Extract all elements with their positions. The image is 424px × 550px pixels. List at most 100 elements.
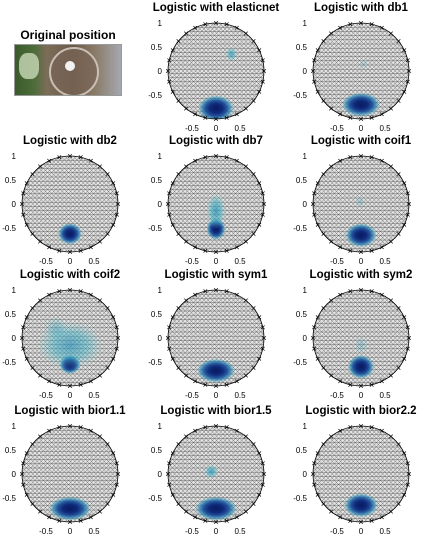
electrode-marker: [358, 249, 364, 255]
x-tick-label: 0: [359, 124, 364, 133]
electrode-marker: [165, 68, 171, 74]
electrode-marker: [312, 79, 317, 84]
electrode-marker: [379, 292, 384, 297]
electrode-marker: [97, 373, 102, 378]
electrode-marker: [30, 231, 35, 236]
x-tick-label: 0.5: [234, 527, 246, 536]
electrode-marker: [243, 298, 248, 303]
activation-blob: [196, 358, 236, 383]
x-tick-label: -0.5: [330, 257, 344, 266]
scalp-map-panel: Logistic with db1 -0.5 0 0.5 1 0.5 0 -0.5: [293, 2, 412, 133]
electrode-marker: [369, 382, 374, 387]
electrode-marker: [203, 289, 208, 294]
electrode-marker: [224, 248, 229, 253]
electrode-marker: [315, 451, 320, 456]
electrode-marker: [251, 306, 256, 311]
electrode-marker: [203, 155, 208, 160]
electrode-marker: [19, 471, 25, 477]
x-tick-label: -0.5: [330, 124, 344, 133]
electrode-marker: [396, 231, 401, 236]
electrode-marker: [406, 68, 412, 74]
y-tick-label: -0.5: [293, 224, 307, 233]
electrode-marker: [115, 201, 121, 207]
electrode-marker: [310, 335, 316, 341]
mesh-grid: [168, 23, 264, 119]
electrode-marker: [251, 231, 256, 236]
electrode-marker: [396, 365, 401, 370]
electrode-marker: [379, 379, 384, 384]
panel-title: Logistic with coif1: [311, 135, 412, 147]
electrode-marker: [114, 461, 119, 466]
electrode-marker: [312, 325, 317, 330]
electrode-marker: [170, 89, 175, 94]
electrode-marker: [203, 248, 208, 253]
panel-title: Logistic with coif2: [20, 269, 120, 281]
y-tick-label: 1: [158, 19, 163, 28]
electrode-marker: [251, 39, 256, 44]
electrode-marker: [67, 287, 73, 293]
electrode-marker: [176, 172, 181, 177]
electrode-marker: [379, 515, 384, 520]
electrode-marker: [405, 191, 410, 196]
x-tick-label: 0: [68, 257, 73, 266]
electrode-marker: [315, 492, 320, 497]
electrode-marker: [193, 158, 198, 163]
y-tick-label: 0: [303, 67, 308, 76]
electrode-marker: [57, 248, 62, 253]
electrode-marker: [38, 434, 43, 439]
electrode-marker: [243, 509, 248, 514]
electrode-marker: [243, 31, 248, 36]
electrode-marker: [47, 515, 52, 520]
electrode-marker: [203, 115, 208, 120]
activation-blob: [198, 95, 234, 119]
electrode-marker: [38, 509, 43, 514]
mesh-grid: [313, 426, 409, 522]
electrode-marker: [243, 373, 248, 378]
electrode-marker: [406, 335, 412, 341]
y-tick-label: 0: [158, 334, 163, 343]
activation-blob: [344, 493, 378, 518]
y-tick-label: -0.5: [2, 358, 16, 367]
electrode-marker: [310, 201, 316, 207]
scalp-background: [168, 290, 264, 386]
electrode-marker: [105, 501, 110, 506]
electrode-marker: [170, 181, 175, 186]
electrode-marker: [30, 501, 35, 506]
electrode-marker: [406, 471, 412, 477]
electrode-marker: [213, 287, 219, 293]
y-tick-label: 1: [158, 422, 163, 431]
y-tick-label: 0: [158, 470, 163, 479]
x-tick-label: -0.5: [39, 391, 53, 400]
electrode-marker: [111, 451, 116, 456]
electrode-marker: [257, 222, 262, 227]
x-tick-label: 0: [359, 527, 364, 536]
electrode-marker: [312, 212, 317, 217]
y-tick-label: 0.5: [151, 43, 163, 52]
scalp-map-panel: Logistic with coif2 -0.5 0 0.5 1 0.5 0 -0.5: [2, 269, 120, 400]
y-tick-label: -0.5: [2, 494, 16, 503]
electrode-marker: [67, 423, 73, 429]
electrode-marker: [193, 292, 198, 297]
electrode-marker: [24, 356, 29, 361]
panel-title: Logistic with sym1: [165, 269, 268, 281]
electrode-marker: [78, 155, 83, 160]
electrode-marker: [312, 191, 317, 196]
x-tick-label: 0: [359, 257, 364, 266]
electrode-marker: [111, 315, 116, 320]
electrode-marker: [402, 181, 407, 186]
y-tick-label: 0: [12, 200, 17, 209]
electrode-marker: [184, 239, 189, 244]
x-tick-label: 0: [359, 391, 364, 400]
electrode-marker: [257, 48, 262, 53]
electrode-marker: [321, 39, 326, 44]
electrode-marker: [405, 461, 410, 466]
x-tick-label: 0: [214, 124, 219, 133]
electrode-marker: [388, 298, 393, 303]
electrode-marker: [105, 442, 110, 447]
electrode-marker: [88, 245, 93, 250]
electrode-marker: [19, 335, 25, 341]
electrode-marker: [24, 492, 29, 497]
y-tick-label: -0.5: [293, 91, 307, 100]
electrode-marker: [111, 356, 116, 361]
electrode-marker: [193, 379, 198, 384]
